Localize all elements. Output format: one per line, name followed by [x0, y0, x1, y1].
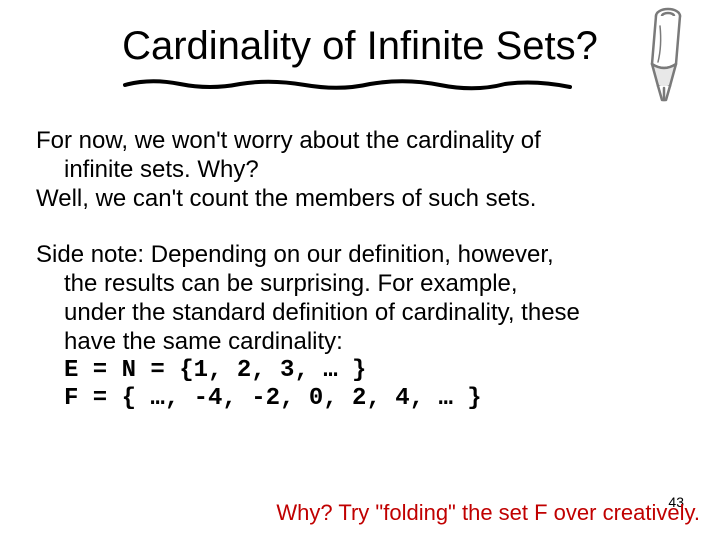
p1-line3: Well, we can't count the members of such…	[36, 185, 690, 214]
slide-container: Cardinality of Infinite Sets? For now, w…	[0, 0, 720, 540]
equation-E: E = N = {1, 2, 3, … }	[36, 357, 690, 386]
p1-line1: For now, we won't worry about the cardin…	[36, 127, 690, 156]
paragraph-1: For now, we won't worry about the cardin…	[30, 127, 690, 213]
p2-line3: under the standard definition of cardina…	[36, 299, 690, 328]
title-underline	[30, 77, 690, 107]
equation-F: F = { …, -4, -2, 0, 2, 4, … }	[36, 385, 690, 414]
p2-line2: the results can be surprising. For examp…	[36, 270, 690, 299]
p1-line2: infinite sets. Why?	[36, 156, 690, 185]
slide-title: Cardinality of Infinite Sets?	[30, 24, 690, 69]
p2-line1: Side note: Depending on our definition, …	[36, 241, 690, 270]
footer-note: Why? Try "folding" the set F over creati…	[30, 500, 700, 526]
p2-line4: have the same cardinality:	[36, 328, 690, 357]
paragraph-2: Side note: Depending on our definition, …	[30, 241, 690, 414]
